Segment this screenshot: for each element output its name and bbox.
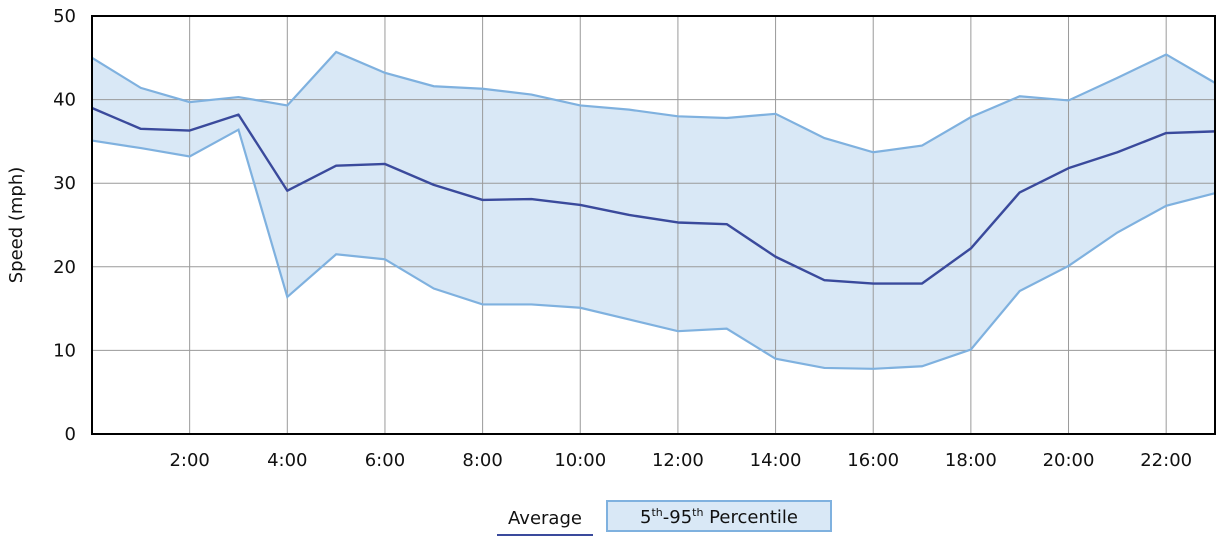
x-tick-label: 22:00: [1140, 450, 1192, 471]
legend-percentile-band: 5th-95th Percentile: [606, 500, 832, 532]
y-tick-label: 20: [53, 257, 76, 278]
x-tick-label: 6:00: [365, 450, 405, 471]
x-tick-label: 4:00: [267, 450, 307, 471]
x-tick-label: 10:00: [554, 450, 606, 471]
y-tick-label: 30: [53, 173, 76, 194]
plot-frame: [91, 15, 1216, 435]
y-tick-label: 50: [53, 6, 76, 27]
x-tick-label: 2:00: [169, 450, 209, 471]
x-tick-label: 8:00: [462, 450, 502, 471]
y-tick-label: 40: [53, 90, 76, 111]
x-tick-label: 16:00: [847, 450, 899, 471]
y-tick-label: 10: [53, 340, 76, 361]
legend-average: Average: [497, 500, 593, 536]
y-tick-label: 0: [65, 424, 76, 445]
x-tick-label: 20:00: [1043, 450, 1095, 471]
legend-average-line: [497, 534, 593, 536]
legend-average-label: Average: [508, 508, 582, 529]
legend-percentile-label: 5th-95th Percentile: [640, 506, 798, 528]
legend: Average 5th-95th Percentile: [0, 500, 1221, 537]
percentile-95-line: [91, 50, 1216, 154]
percentile-band-fill: [92, 51, 1215, 369]
average-line: [91, 106, 1216, 285]
percentile-5-line: [91, 128, 1216, 370]
x-tick-label: 12:00: [652, 450, 704, 471]
speed-chart: 0 10 20 30 40 50 2:00 4:00 6:00 8:00 10:00 12:00 14:…: [6, 6, 1216, 471]
y-axis-label: Speed (mph): [6, 167, 27, 284]
x-tick-label: 18:00: [945, 450, 997, 471]
x-tick-label: 14:00: [750, 450, 802, 471]
